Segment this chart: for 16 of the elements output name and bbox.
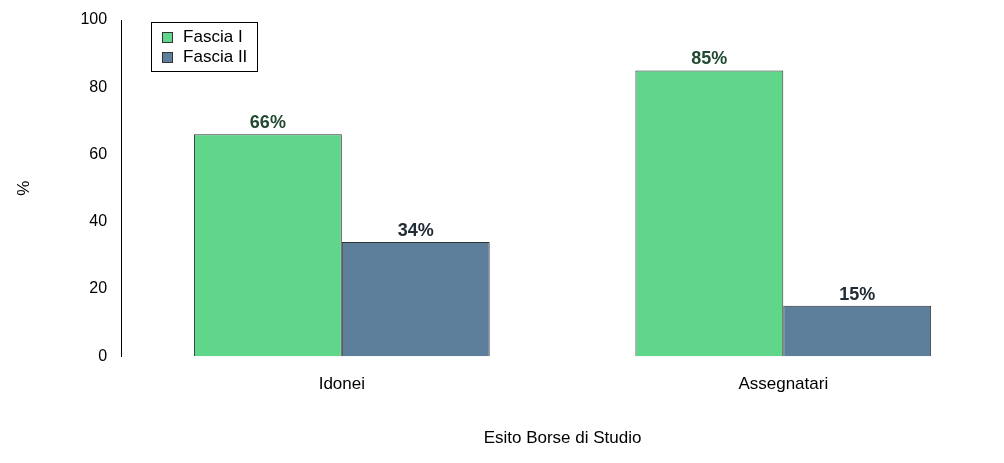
y-tick-label: 20 [89,279,108,297]
x-tick-label: Idonei [318,374,365,394]
legend-label: Fascia I [183,27,243,47]
y-tick-label: 40 [89,212,108,230]
y-tick-label: 0 [98,346,108,364]
x-tick-label: Assegnatari [738,374,829,394]
y-tick-label: 60 [89,144,108,162]
y-axis-title: % [13,180,33,196]
data-label: 34% [397,219,434,240]
y-tick-label: 80 [89,77,108,95]
data-label: 66% [249,112,286,133]
data-label: 15% [839,283,876,304]
legend-label: Fascia II [183,47,248,67]
data-label: 85% [691,48,728,69]
y-tick-label: 100 [80,10,108,28]
x-axis-title: Esito Borse di Studio [483,428,642,448]
